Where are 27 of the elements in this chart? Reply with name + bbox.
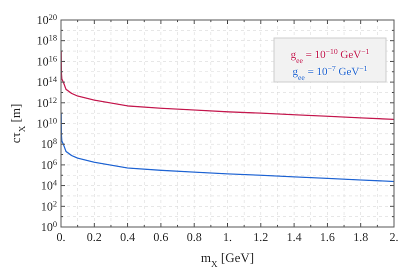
y-tick-label: 10$^{20}$	[36, 12, 57, 27]
x-tick-label: 1.2	[253, 230, 268, 244]
x-tick-label: 0.	[56, 230, 66, 244]
y-tick-label: 10$^{8}$	[40, 136, 57, 152]
y-tick-label: 10$^{2}$	[40, 198, 57, 214]
x-tick-label: 1.	[223, 230, 232, 244]
x-tick-label: 1.4	[286, 230, 302, 244]
x-tick-label: 1.8	[353, 230, 368, 244]
line-series	[61, 112, 394, 182]
y-tick-label: 10$^{6}$	[40, 157, 57, 172]
x-tick-label: 2.	[390, 230, 398, 244]
x-tick-label: 1.6	[320, 230, 335, 244]
y-tick-label: 10$^{4}$	[40, 178, 58, 193]
y-tick-label: 10$^{18}$	[36, 33, 57, 48]
y-tick-label: 10$^{0}$	[40, 220, 57, 234]
y-tick-label: 10$^{14}$	[36, 74, 58, 90]
x-tick-label: 0.4	[120, 230, 136, 244]
line-series	[61, 50, 394, 120]
y-tick-label: 10$^{16}$	[36, 54, 57, 68]
text: g$_{ee}$ = 10$^{−10}$ GeV$^{−1}$	[290, 46, 370, 64]
y-tick-label: 10$^{12}$	[36, 95, 57, 110]
x-tick-label: 0.6	[153, 230, 168, 244]
x-axis-title: m$_{X}$ [GeV]	[200, 250, 254, 269]
x-tick-label: 0.2	[86, 230, 102, 244]
text: g$_{ee}$ = 10$^{−7}$ GeV$^{−1}$	[292, 64, 368, 82]
x-tick-label: 0.8	[186, 230, 202, 244]
y-tick-label: 10$^{10}$	[36, 116, 57, 130]
